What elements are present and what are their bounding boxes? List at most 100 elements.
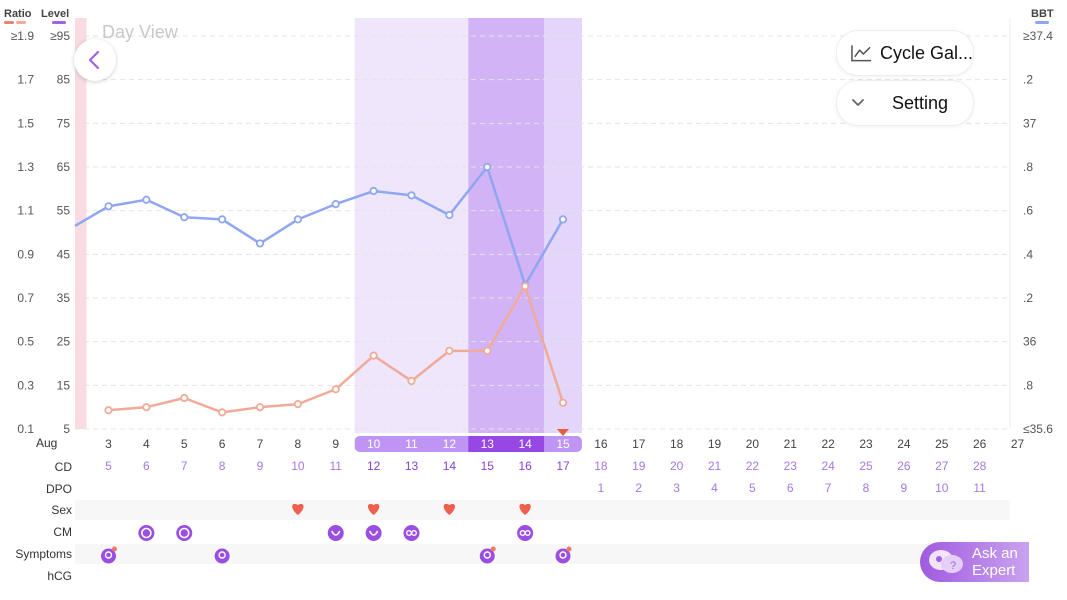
level-tick-label: 75 [57, 116, 71, 130]
symptom-glyph [559, 551, 567, 559]
bbt-point[interactable] [142, 195, 151, 204]
level-point[interactable] [369, 351, 378, 360]
back-button[interactable] [74, 39, 116, 81]
day-label: 6 [219, 437, 226, 451]
bbt-point[interactable] [104, 202, 113, 211]
level-point[interactable] [407, 376, 416, 386]
level-point[interactable] [142, 403, 151, 412]
bbt-point[interactable] [483, 162, 492, 172]
dpo-value: 4 [711, 481, 718, 495]
dpo-value: 10 [935, 481, 949, 495]
cm-glyph [141, 527, 152, 539]
row-label-dpo: DPO [46, 482, 72, 496]
bbt-point[interactable] [180, 213, 189, 222]
bbt-point[interactable] [331, 200, 340, 209]
sex-heart-icon[interactable] [443, 503, 456, 515]
level-tick-label: 35 [57, 291, 71, 305]
day-label: 5 [181, 437, 188, 451]
symptom-badge [566, 546, 572, 552]
day-label: 13 [481, 437, 495, 451]
bbt-point[interactable] [407, 191, 416, 200]
bbt-tick-label: .8 [1023, 160, 1033, 174]
sex-heart-icon[interactable] [292, 503, 304, 515]
cm-cup-icon[interactable] [327, 525, 344, 541]
ratio-tick-label: 0.9 [17, 247, 34, 261]
cd-value: 28 [973, 459, 987, 473]
chevron-down-icon [852, 99, 864, 106]
cm-cup-icon[interactable] [365, 525, 382, 541]
cm-circle-icon[interactable] [176, 525, 193, 541]
row-stripe [75, 500, 1010, 520]
level-point[interactable] [293, 400, 302, 409]
level-point[interactable] [483, 346, 492, 355]
cm-glyph [178, 527, 190, 539]
cm-circle-icon[interactable] [138, 525, 155, 541]
sex-heart-icon[interactable] [367, 503, 380, 515]
cm-glyph [331, 530, 341, 536]
bbt-tick-label: .8 [1023, 378, 1033, 392]
bbt-point[interactable] [218, 215, 227, 224]
symptom-icon[interactable] [555, 548, 571, 564]
cd-value: 20 [670, 459, 684, 473]
bbt-point[interactable] [369, 186, 378, 196]
bbt-point[interactable] [255, 239, 265, 248]
level-point[interactable] [255, 403, 265, 412]
bbt-tick-label: .2 [1023, 73, 1033, 87]
cd-value: 5 [105, 459, 112, 473]
bbt-point[interactable] [293, 215, 302, 224]
cycle-graph-label: Cycle Gal... [879, 42, 973, 63]
day-label: 22 [821, 437, 835, 451]
level-point[interactable] [218, 408, 227, 417]
level-point[interactable] [331, 385, 340, 394]
ratio-tick-label: 1.3 [17, 160, 34, 174]
dpo-value: 8 [863, 481, 870, 495]
today-marker [557, 429, 569, 436]
symptom-icon[interactable] [214, 548, 230, 564]
symptom-icon[interactable] [479, 548, 495, 564]
cd-value: 12 [367, 459, 381, 473]
bbt-tick-label: 36 [1023, 335, 1037, 349]
cd-value: 11 [330, 459, 343, 473]
bbt-tick-label: .4 [1023, 247, 1033, 261]
cd-value: 26 [897, 459, 911, 473]
peak-date-bar [468, 436, 545, 452]
setting-button[interactable]: Setting [836, 80, 974, 126]
row-stripe [75, 544, 1010, 564]
day-label: 19 [708, 437, 722, 451]
month-label: Aug [36, 436, 57, 450]
cd-value: 22 [746, 459, 760, 473]
symptom-icon[interactable] [101, 548, 116, 564]
bbt-tick-label: .6 [1023, 204, 1033, 218]
ask-expert-button[interactable]: ? Ask an Expert [920, 542, 1029, 582]
level-tick-label: 55 [57, 204, 71, 218]
bbt-legend-label: BBT [1031, 8, 1054, 20]
dpo-value: 9 [901, 481, 908, 495]
level-point[interactable] [104, 406, 113, 415]
level-point[interactable] [445, 346, 454, 355]
dpo-value: 11 [973, 481, 986, 495]
level-tick-label: 5 [63, 422, 70, 436]
level-point[interactable] [558, 398, 568, 407]
view-title: Day View [102, 22, 178, 42]
level-tick-label: 45 [57, 247, 71, 261]
expert-label-line2: Expert [972, 562, 1016, 579]
level-tick-label: ≥95 [50, 29, 70, 43]
day-label: 9 [332, 437, 339, 451]
bbt-line [74, 165, 565, 287]
cd-value: 21 [708, 459, 722, 473]
day-label: 10 [367, 437, 381, 451]
level-point[interactable] [521, 282, 530, 291]
row-label-sex: Sex [51, 503, 72, 517]
sex-heart-icon[interactable] [519, 503, 531, 515]
day-label: 16 [594, 437, 608, 451]
row-label-cd: CD [55, 460, 73, 474]
symptom-glyph [218, 551, 226, 559]
day-label: 24 [897, 437, 911, 451]
ratio-swatch-2 [16, 21, 26, 24]
bbt-point[interactable] [445, 210, 454, 220]
dpo-value: 5 [749, 481, 756, 495]
bbt-point[interactable] [558, 215, 568, 224]
level-point[interactable] [180, 393, 189, 403]
bbt-tick-label: ≥37.4 [1023, 29, 1053, 43]
cycle-graph-button[interactable]: Cycle Gal... [836, 30, 974, 76]
